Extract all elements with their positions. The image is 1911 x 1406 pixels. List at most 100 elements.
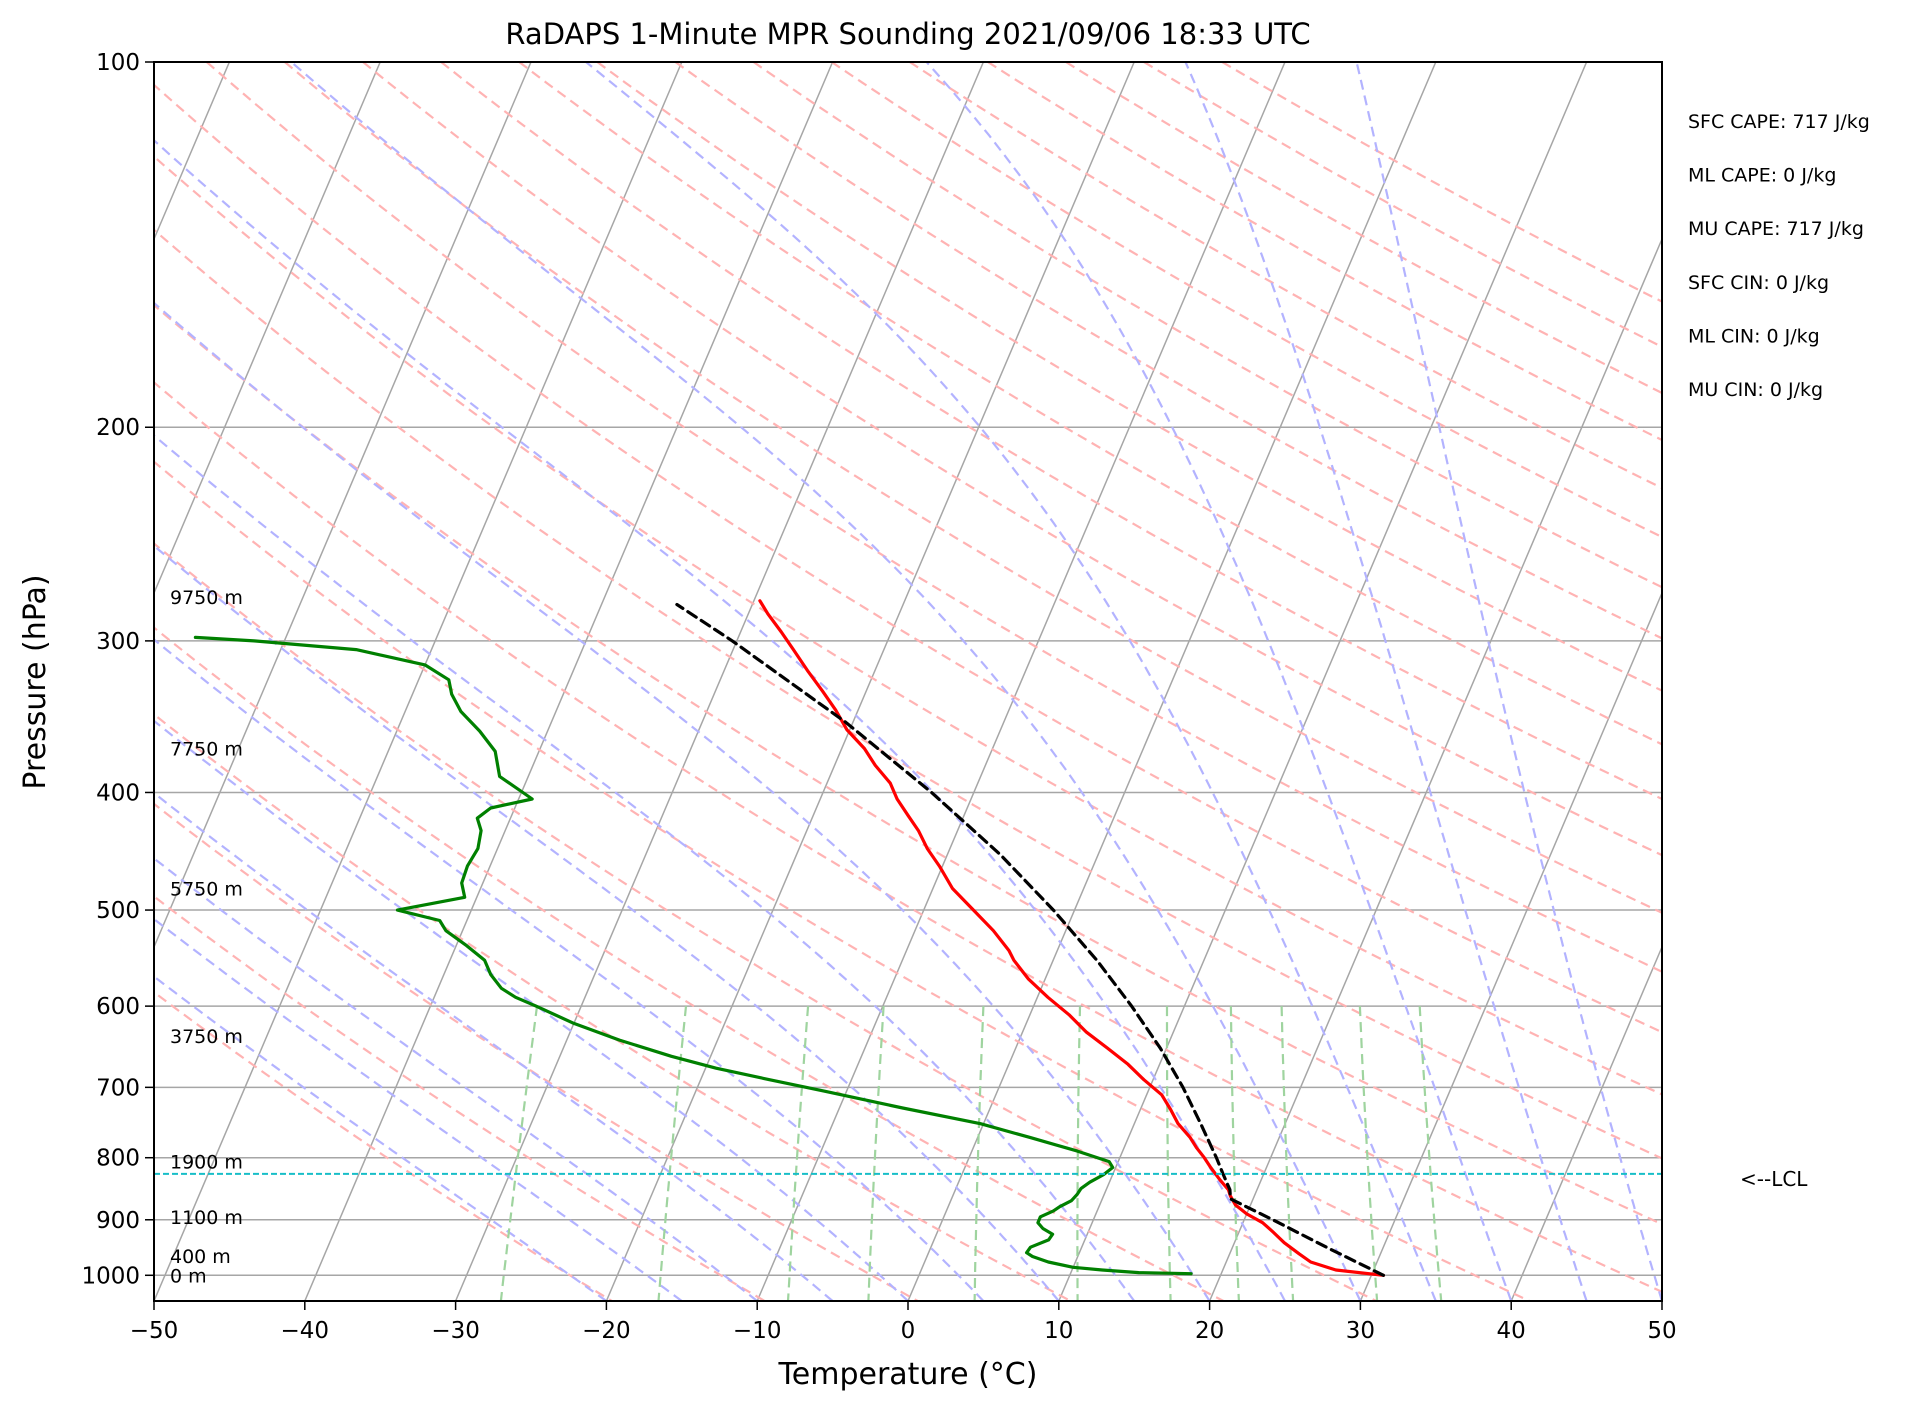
height-label: 1900 m: [170, 1152, 243, 1174]
cape-cin-annotations: SFC CAPE: 717 J/kg ML CAPE: 0 J/kg MU CAPE…: [1688, 111, 1870, 401]
dry-adiabat-line: [154, 460, 1530, 1301]
isotherm-line: [1208, 237, 1662, 1301]
parcel-profile-line: [675, 602, 1385, 1277]
moist-adiabat-line: [154, 791, 834, 1301]
annotation-text: MU CAPE: 717 J/kg: [1688, 218, 1864, 240]
dry-adiabat-line: [154, 380, 1662, 1294]
mixing-ratio-line: [1165, 1006, 1172, 1301]
moist-adiabat-line: [290, 62, 1362, 1301]
isotherm-line: [154, 62, 683, 1301]
mixing-ratio-line: [657, 1005, 688, 1301]
x-axis-label: Temperature (°C): [778, 1357, 1038, 1392]
moist-adiabat-line: [154, 975, 608, 1301]
dry-adiabat-line: [154, 303, 1662, 1226]
height-label: 7750 m: [170, 739, 243, 761]
dry-adiabat-line: [154, 990, 613, 1301]
x-tick-label: −20: [582, 1318, 631, 1344]
lcl-group: <--LCL: [154, 1167, 1808, 1191]
y-tick-label: 800: [96, 1146, 140, 1172]
dry-adiabat-line: [518, 62, 1662, 746]
moist-adiabat-line: [154, 138, 1286, 1301]
isotherm-line: [154, 62, 381, 595]
isotherm-line: [1359, 591, 1662, 1301]
mixing-ratio-line: [786, 1006, 810, 1301]
x-tick-label: 30: [1346, 1318, 1375, 1344]
dry-adiabat-line: [154, 895, 766, 1301]
mixing-ratio-line: [1076, 1006, 1082, 1301]
x-tick-label: 0: [901, 1318, 916, 1344]
x-tick-label: 50: [1647, 1318, 1676, 1344]
height-label: 9750 m: [170, 587, 243, 609]
dry-adiabat-line: [1143, 62, 1662, 349]
x-tick-label: −40: [281, 1318, 330, 1344]
x-tick-label: −10: [733, 1318, 782, 1344]
y-tick-label: 200: [96, 415, 140, 441]
moist-adiabat-line: [585, 62, 1437, 1301]
moist-adiabat-line: [154, 917, 683, 1301]
moist-adiabat-line: [925, 62, 1513, 1301]
isotherm-line: [154, 62, 532, 949]
dry-adiabat-line: [154, 228, 1662, 1160]
mixing-ratio-line: [1280, 1006, 1295, 1301]
chart-series: [193, 599, 1385, 1277]
mixing-ratio-line: [1358, 1006, 1379, 1301]
annotation-text: SFC CIN: 0 J/kg: [1688, 272, 1829, 294]
moist-adiabat-line: [154, 301, 1211, 1301]
height-label: 1100 m: [170, 1207, 243, 1229]
dry-adiabat-line: [674, 62, 1662, 640]
moist-adiabat-line: [154, 719, 909, 1301]
temperature-profile-line: [758, 599, 1385, 1277]
height-label: 3750 m: [170, 1026, 243, 1048]
lcl-label: <--LCL: [1740, 1167, 1808, 1191]
chart-title: RaDAPS 1-Minute MPR Sounding 2021/09/06 …: [505, 17, 1310, 51]
height-label: 0 m: [170, 1265, 207, 1287]
y-tick-label: 100: [96, 50, 140, 76]
isotherm-line: [454, 62, 985, 1301]
mixing-ratio-line: [867, 1006, 885, 1301]
dry-adiabat-line: [596, 62, 1662, 692]
dry-adiabat-line: [154, 712, 1072, 1301]
dry-adiabat-line: [830, 62, 1662, 539]
y-tick-label: 500: [96, 898, 140, 924]
annotation-text: ML CIN: 0 J/kg: [1688, 325, 1820, 347]
y-axis: 100 200 300 400 500 600 700 800 900 1000: [81, 50, 154, 1289]
height-label: 400 m: [170, 1246, 231, 1268]
annotation-text: ML CAPE: 0 J/kg: [1688, 165, 1836, 187]
y-tick-label: 900: [96, 1208, 140, 1234]
isotherm-line: [907, 62, 1437, 1301]
dry-adiabat-line: [284, 62, 1662, 914]
dewpoint-profile-line: [193, 635, 1193, 1276]
x-tick-label: 40: [1497, 1318, 1526, 1344]
dry-adiabat-line: [987, 62, 1662, 442]
y-axis-label: Pressure (hPa): [18, 574, 53, 789]
x-tick-label: −50: [130, 1318, 179, 1344]
y-tick-label: 300: [96, 629, 140, 655]
dry-adiabat-line: [205, 62, 1662, 973]
moist-adiabat-line: [1355, 62, 1662, 1301]
annotation-text: SFC CAPE: 717 J/kg: [1688, 111, 1870, 133]
moist-adiabat-line: [1184, 62, 1588, 1301]
y-tick-label: 1000: [81, 1263, 140, 1289]
moist-adiabat-line: [154, 544, 1060, 1301]
x-tick-label: −30: [431, 1318, 480, 1344]
x-tick-label: 20: [1195, 1318, 1224, 1344]
y-tick-label: 600: [96, 994, 140, 1020]
mixing-ratio-line: [499, 1005, 539, 1301]
dry-adiabat-line: [362, 62, 1662, 857]
moist-adiabat-line: [154, 638, 985, 1301]
y-tick-label: 400: [96, 780, 140, 806]
moist-adiabat-line: [154, 434, 1136, 1301]
mixing-ratio-line: [973, 1006, 985, 1301]
mixing-ratio-line: [1229, 1006, 1240, 1301]
annotation-text: MU CIN: 0 J/kg: [1688, 379, 1823, 401]
isotherm-line: [1510, 945, 1662, 1301]
height-label: 5750 m: [170, 879, 243, 901]
dry-adiabat-line: [154, 542, 1377, 1301]
chart-grid: [154, 62, 1662, 1301]
isotherm-line: [1058, 62, 1588, 1301]
mixing-ratio-line: [1418, 1006, 1443, 1301]
x-tick-label: 10: [1044, 1318, 1073, 1344]
